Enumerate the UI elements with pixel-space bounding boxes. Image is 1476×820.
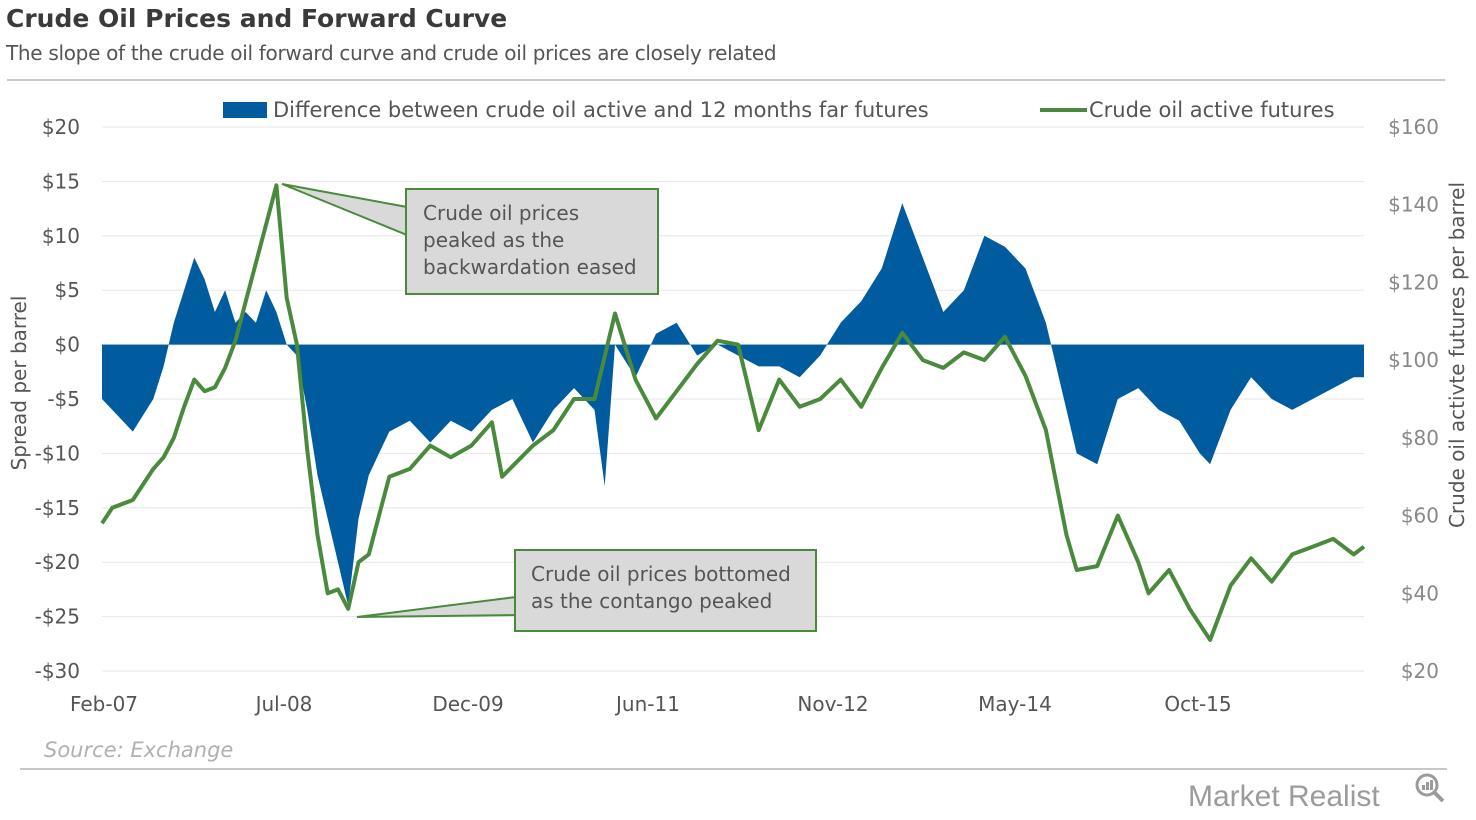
x-tick-label: Dec-09 bbox=[432, 692, 503, 716]
right-axis-label: Crude oil activte futures per barrel bbox=[1445, 182, 1469, 528]
left-tick-label: $0 bbox=[55, 333, 80, 357]
left-tick-label: $20 bbox=[42, 115, 80, 139]
x-tick-label: Oct-15 bbox=[1164, 692, 1231, 716]
left-tick-label: -$5 bbox=[47, 387, 80, 411]
right-tick-label: $100 bbox=[1388, 348, 1439, 372]
callout-bottom: Crude oil prices bottomed as the contang… bbox=[514, 549, 817, 632]
right-tick-label: $140 bbox=[1388, 193, 1439, 217]
right-tick-label: $160 bbox=[1388, 115, 1439, 139]
left-tick-label: -$10 bbox=[35, 441, 80, 465]
right-tick-label: $120 bbox=[1388, 270, 1439, 294]
left-tick-label: -$30 bbox=[35, 659, 80, 683]
left-axis-ticks: $20 $15 $10 $5 $0 -$5 -$10 -$15 -$20 -$25 -$30 bbox=[35, 115, 80, 683]
x-tick-label: Jun-11 bbox=[614, 692, 680, 716]
brand-logo-text: Market Realist bbox=[1188, 780, 1380, 813]
x-tick-label: Feb-07 bbox=[70, 692, 138, 716]
legend: Difference between crude oil active and … bbox=[223, 98, 1335, 122]
footer-divider bbox=[20, 768, 1447, 770]
magnifier-chart-icon bbox=[1415, 773, 1445, 803]
left-tick-label: $15 bbox=[42, 169, 80, 193]
right-tick-label: $40 bbox=[1401, 581, 1439, 605]
callout-peak: Crude oil prices peaked as the backwarda… bbox=[405, 188, 659, 295]
source-note: Source: Exchange bbox=[44, 738, 234, 762]
callout-peak-line-3: backwardation eased bbox=[423, 255, 637, 279]
left-tick-label: -$25 bbox=[35, 605, 80, 629]
legend-swatch-spread bbox=[223, 102, 267, 118]
legend-label-price: Crude oil active futures bbox=[1089, 98, 1335, 122]
right-tick-label: $80 bbox=[1401, 426, 1439, 450]
callout-peak-line-1: Crude oil prices bbox=[423, 201, 580, 225]
callout-bottom-line-2: as the contango peaked bbox=[531, 589, 773, 613]
x-axis-ticks: Feb-07 Jul-08 Dec-09 Jun-11 Nov-12 May-14 Oct-… bbox=[70, 692, 1232, 716]
x-tick-label: Nov-12 bbox=[797, 692, 868, 716]
chart-subtitle: The slope of the crude oil forward curve… bbox=[6, 41, 777, 65]
right-axis-ticks: $160 $140 $120 $100 $80 $60 $40 $20 bbox=[1388, 115, 1439, 683]
x-tick-label: Jul-08 bbox=[254, 692, 313, 716]
x-tick-label: May-14 bbox=[978, 692, 1052, 716]
right-tick-label: $20 bbox=[1401, 659, 1439, 683]
right-tick-label: $60 bbox=[1401, 504, 1439, 528]
callout-peak-line-2: peaked as the bbox=[423, 228, 565, 252]
callout-peak-pointer bbox=[281, 183, 408, 237]
price-line-series bbox=[100, 183, 1366, 642]
left-tick-label: $10 bbox=[42, 224, 80, 248]
left-axis-label: Spread per barrel bbox=[7, 296, 31, 471]
header-divider bbox=[7, 79, 1445, 81]
callout-bottom-pointer bbox=[356, 595, 517, 618]
callout-bottom-line-1: Crude oil prices bottomed bbox=[531, 562, 791, 586]
left-tick-label: -$20 bbox=[35, 550, 80, 574]
spread-area-series bbox=[102, 203, 1364, 606]
legend-label-spread: Difference between crude oil active and … bbox=[273, 98, 929, 122]
left-tick-label: -$15 bbox=[35, 496, 80, 520]
chart-title: Crude Oil Prices and Forward Curve bbox=[6, 4, 508, 33]
left-tick-label: $5 bbox=[55, 278, 80, 302]
